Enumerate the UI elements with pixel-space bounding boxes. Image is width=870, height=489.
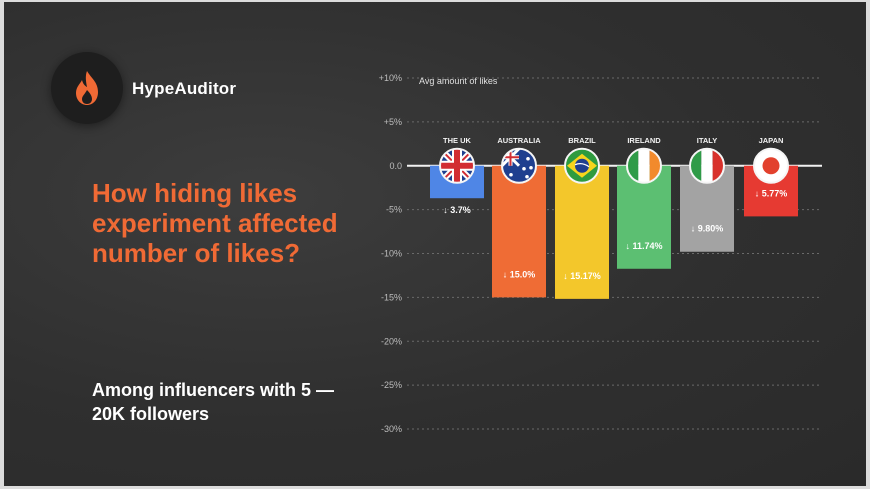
bar-brazil bbox=[555, 165, 609, 299]
flag-ring bbox=[439, 147, 475, 184]
bar-australia bbox=[492, 165, 546, 298]
data-label: ↓ 9.80% bbox=[691, 224, 724, 234]
data-label: ↓ 5.77% bbox=[755, 188, 788, 198]
chart-title: Avg amount of likes bbox=[419, 76, 498, 86]
subheadline: Among influencers with 5 — 20K followers bbox=[92, 380, 335, 424]
y-tick-label: -30% bbox=[381, 424, 402, 434]
data-label: ↓ 3.7% bbox=[443, 205, 471, 215]
category-label: IRELAND bbox=[627, 136, 661, 145]
y-tick-label: -15% bbox=[381, 292, 402, 302]
y-tick-label: 0.0 bbox=[389, 161, 402, 171]
headline: How hiding likes experiment affected num… bbox=[92, 178, 338, 268]
infographic-card: HypeAuditor How hiding likes experiment … bbox=[4, 2, 866, 486]
flag-ring bbox=[753, 147, 789, 184]
y-tick-label: -20% bbox=[381, 336, 402, 346]
data-label: ↓ 15.17% bbox=[563, 271, 601, 281]
y-tick-label: +10% bbox=[379, 73, 402, 83]
flag-ring bbox=[689, 147, 725, 184]
category-label: THE UK bbox=[443, 136, 472, 145]
category-label: AUSTRALIA bbox=[497, 136, 541, 145]
ireland-flag-icon bbox=[627, 148, 661, 183]
y-tick-label: -10% bbox=[381, 249, 402, 259]
flag-ring bbox=[564, 147, 600, 184]
flag-ring bbox=[626, 147, 662, 184]
y-tick-label: -25% bbox=[381, 380, 402, 390]
y-tick-label: +5% bbox=[384, 117, 402, 127]
data-label: ↓ 11.74% bbox=[625, 241, 662, 251]
flame-icon bbox=[76, 71, 98, 105]
brand-name: HypeAuditor bbox=[132, 79, 237, 98]
data-label: ↓ 15.0% bbox=[503, 269, 536, 279]
italy-flag-icon bbox=[690, 148, 724, 183]
flag-ring bbox=[501, 147, 537, 184]
category-label: BRAZIL bbox=[568, 136, 596, 145]
category-label: JAPAN bbox=[759, 136, 784, 145]
category-label: ITALY bbox=[697, 136, 717, 145]
brand-logo bbox=[51, 52, 123, 124]
bar-chart: +10% +5% 0.0 -5% -10% -15% -20% -25% -30% Avg amo… bbox=[379, 73, 822, 434]
y-tick-label: -5% bbox=[386, 205, 402, 215]
